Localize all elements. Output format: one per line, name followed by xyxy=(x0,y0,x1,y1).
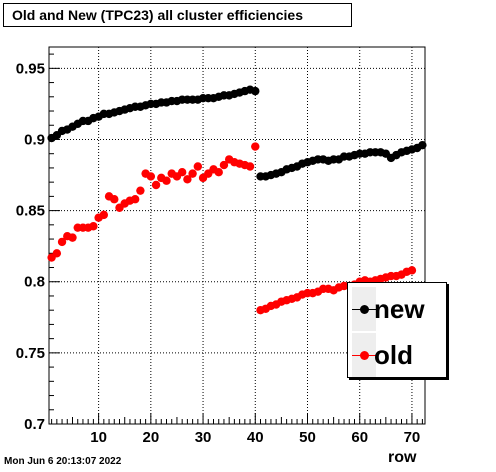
data-point-old xyxy=(183,175,192,184)
plot-frame xyxy=(48,46,426,425)
axis-ticks xyxy=(49,53,423,425)
data-point-old xyxy=(110,195,119,204)
legend-label-new: new xyxy=(374,294,425,324)
x-tick-label: 60 xyxy=(351,429,368,446)
data-point-old xyxy=(151,180,161,190)
timestamp: Mon Jun 6 20:13:07 2022 xyxy=(4,456,122,467)
series-new xyxy=(47,85,427,181)
data-point-old xyxy=(219,160,229,170)
x-tick-label: 20 xyxy=(142,429,159,446)
data-point-old xyxy=(89,222,98,231)
legend-entry-new: new xyxy=(348,287,446,331)
data-point-old xyxy=(188,169,197,178)
y-tick-label: 0.75 xyxy=(16,345,45,362)
x-tick-label: 40 xyxy=(247,429,264,446)
legend-marker-new xyxy=(352,287,376,331)
data-point-new xyxy=(418,140,427,150)
series-points xyxy=(47,85,427,323)
tick-labels: 10 20 30 40 50 60 70 0.7 0.75 0.8 0.85 0.9 0.95 xyxy=(16,60,420,446)
data-point-old xyxy=(130,195,140,204)
series-old xyxy=(47,142,427,323)
data-point-old xyxy=(407,266,417,275)
legend-entry-old: old xyxy=(348,333,446,377)
y-tick-label: 0.85 xyxy=(16,203,45,220)
data-point-old xyxy=(99,210,109,220)
data-point-new xyxy=(251,86,260,96)
y-tick-label: 0.8 xyxy=(24,274,45,291)
legend: new old xyxy=(347,282,447,378)
legend-label-old: old xyxy=(374,340,413,370)
y-tick-label: 0.7 xyxy=(24,416,45,433)
legend-marker-old xyxy=(352,333,376,377)
data-point-old xyxy=(245,162,255,171)
data-point-old xyxy=(52,249,62,258)
x-tick-label: 30 xyxy=(195,429,212,446)
data-point-old xyxy=(214,167,223,177)
x-tick-label: 50 xyxy=(299,429,316,446)
data-point-old xyxy=(57,237,67,247)
data-point-old xyxy=(177,167,187,177)
y-tick-label: 0.9 xyxy=(24,131,45,148)
x-axis-label: row xyxy=(388,449,417,466)
data-point-old xyxy=(146,172,156,181)
data-point-old xyxy=(68,233,77,242)
data-point-old xyxy=(162,176,171,185)
y-tick-label: 0.95 xyxy=(16,60,45,77)
chart-title: Old and New (TPC23) all cluster efficien… xyxy=(3,3,352,27)
data-point-old xyxy=(136,186,145,195)
data-point-old xyxy=(251,142,260,151)
data-point-old xyxy=(193,162,203,171)
x-tick-label: 10 xyxy=(90,429,107,446)
x-tick-label: 70 xyxy=(404,429,421,446)
